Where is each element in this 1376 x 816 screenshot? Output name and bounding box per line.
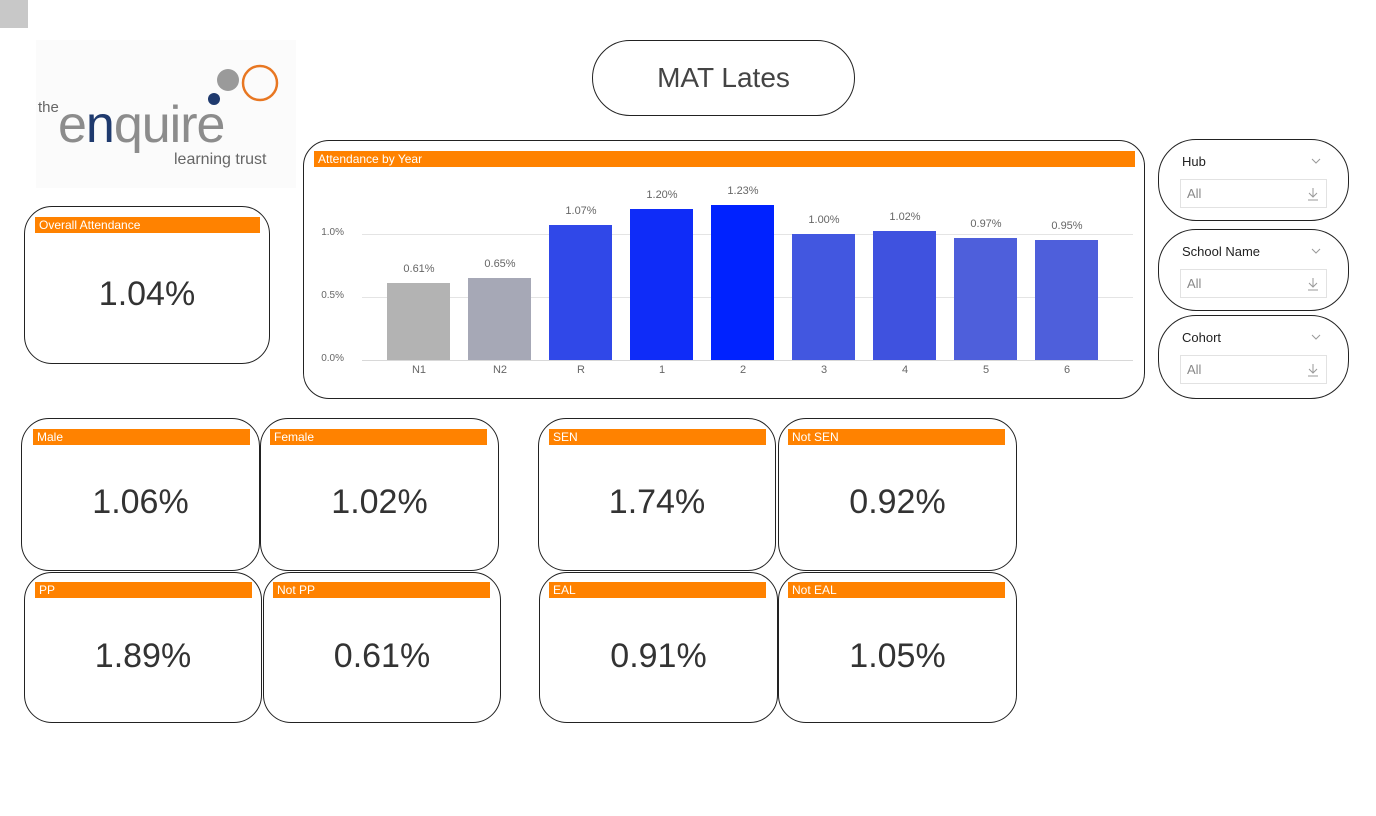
bar-2[interactable]	[711, 205, 774, 360]
kpi-card-not-pp: Not PP 0.61%	[263, 572, 501, 723]
chevron-down-icon[interactable]	[1310, 156, 1322, 166]
kpi-card-pp: PP 1.89%	[24, 572, 262, 723]
chevron-down-icon[interactable]	[1310, 332, 1322, 342]
chevron-down-icon[interactable]	[1310, 246, 1322, 256]
logo-orange-ring-icon	[241, 64, 279, 102]
slicer-value: All	[1187, 186, 1202, 201]
bar-value-label: 0.61%	[403, 263, 435, 276]
gridline	[362, 360, 1133, 361]
x-axis-tick-label: N2	[492, 364, 508, 376]
card-header: Female	[270, 429, 487, 445]
bar-6[interactable]	[1035, 240, 1098, 360]
slicer-school-name[interactable]: School Name All	[1158, 229, 1349, 311]
slicer-label: Hub	[1182, 154, 1206, 169]
logo-navy-dot-icon	[208, 93, 220, 105]
x-axis-tick-label: N1	[411, 364, 427, 376]
y-axis-tick-label: 1.0%	[321, 227, 344, 238]
logo-main-text: enquire	[58, 96, 224, 154]
card-header: Not SEN	[788, 429, 1005, 445]
card-value: 1.02%	[331, 483, 428, 521]
x-axis-tick-label: 5	[982, 364, 990, 376]
card-header: EAL	[549, 582, 766, 598]
overall-attendance-card: Overall Attendance 1.04%	[24, 206, 270, 364]
card-value: 1.89%	[94, 637, 192, 675]
attendance-by-year-chart: Attendance by Year 0.0% 0.5% 1.0% 0.61% N1 0.…	[303, 140, 1145, 399]
x-axis-tick-label: 1	[658, 364, 666, 376]
card-header: SEN	[549, 429, 766, 445]
kpi-card-not-sen: Not SEN 0.92%	[778, 418, 1017, 571]
slicer-dropdown[interactable]: All	[1180, 269, 1327, 298]
card-header: Not EAL	[788, 582, 1005, 598]
x-axis-tick-label: 6	[1063, 364, 1071, 376]
logo-grey-dot-icon	[217, 69, 239, 91]
y-axis-tick-label: 0.5%	[321, 290, 344, 301]
page-title: MAT Lates	[592, 40, 855, 116]
x-axis-tick-label: 3	[820, 364, 828, 376]
slicer-dropdown[interactable]: All	[1180, 355, 1327, 384]
bar-N1[interactable]	[387, 283, 450, 360]
x-axis-tick-label: R	[577, 364, 585, 376]
bar-N2[interactable]	[468, 278, 531, 360]
bar-value-label: 0.65%	[484, 258, 516, 271]
bar-3[interactable]	[792, 234, 855, 360]
clear-selections-icon[interactable]	[1306, 362, 1320, 378]
logo-the-text: the	[38, 99, 59, 116]
kpi-card-eal: EAL 0.91%	[539, 572, 778, 723]
clear-selections-icon[interactable]	[1306, 186, 1320, 202]
bar-4[interactable]	[873, 231, 936, 360]
y-axis-tick-label: 0.0%	[321, 353, 344, 364]
slicer-hub[interactable]: Hub All	[1158, 139, 1349, 221]
bar-5[interactable]	[954, 237, 1017, 360]
bar-value-label: 1.20%	[646, 188, 678, 201]
logo-graphic: the enquire learning trust	[38, 64, 279, 168]
card-value: 0.91%	[610, 637, 707, 675]
slicer-label: Cohort	[1182, 330, 1222, 345]
chart-title: Attendance by Year	[314, 151, 1135, 167]
card-value: 1.04%	[98, 275, 196, 313]
card-header: PP	[35, 582, 252, 598]
enquire-learning-trust-logo: the enquire learning trust	[36, 40, 296, 188]
card-header: Male	[33, 429, 250, 445]
slicer-value: All	[1187, 276, 1202, 291]
logo-sub-text: learning trust	[174, 151, 267, 168]
kpi-card-male: Male 1.06%	[21, 418, 260, 571]
card-value: 1.05%	[849, 637, 946, 675]
x-axis-tick-label: 2	[739, 364, 747, 376]
bar-R[interactable]	[549, 225, 612, 360]
kpi-card-sen: SEN 1.74%	[538, 418, 776, 571]
bar-value-label: 1.02%	[889, 211, 921, 224]
kpi-card-female: Female 1.02%	[260, 418, 499, 571]
bar-value-label: 1.07%	[565, 205, 597, 218]
card-header: Overall Attendance	[35, 217, 260, 233]
slicer-value: All	[1187, 362, 1202, 377]
clear-selections-icon[interactable]	[1306, 276, 1320, 292]
slicer-dropdown[interactable]: All	[1180, 179, 1327, 208]
bar-value-label: 0.95%	[1051, 220, 1083, 233]
slicer-label: School Name	[1182, 244, 1261, 259]
kpi-card-not-eal: Not EAL 1.05%	[778, 572, 1017, 723]
page-nav-tile[interactable]	[0, 0, 28, 28]
card-value: 1.06%	[92, 483, 189, 521]
bar-value-label: 1.23%	[727, 185, 759, 198]
bar-1[interactable]	[630, 208, 693, 360]
card-header: Not PP	[273, 582, 490, 598]
bar-value-label: 0.97%	[970, 217, 1002, 230]
x-axis-tick-label: 4	[901, 364, 909, 376]
card-value: 0.61%	[333, 637, 431, 675]
slicer-cohort[interactable]: Cohort All	[1158, 315, 1349, 399]
bar-value-label: 1.00%	[808, 214, 840, 226]
card-value: 1.74%	[608, 483, 706, 521]
card-value: 0.92%	[849, 483, 946, 521]
chart-plot-area: 0.0% 0.5% 1.0% 0.61% N1 0.65% N2 1.07% R 1.20% 1 1.…	[304, 141, 1144, 398]
